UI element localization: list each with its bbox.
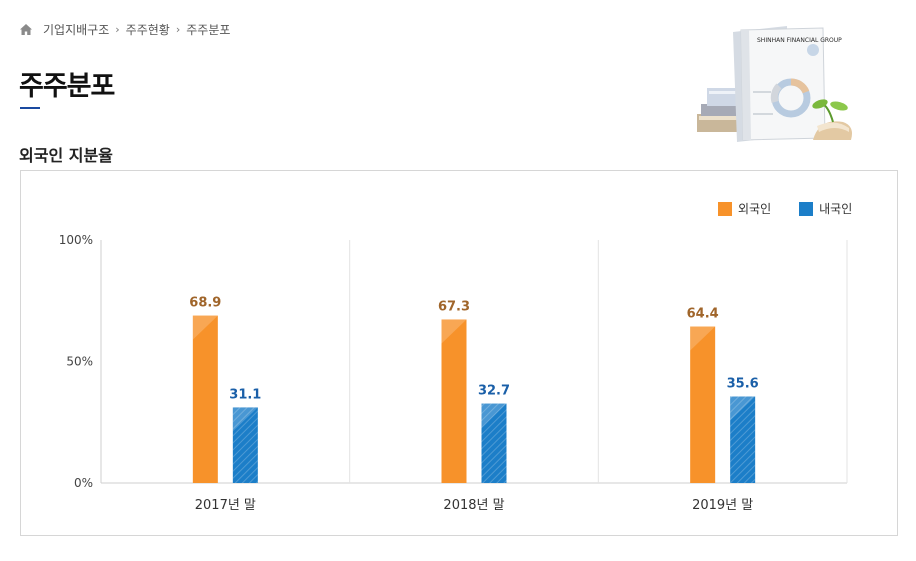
bar-highlight bbox=[481, 403, 507, 428]
breadcrumb-item-distribution[interactable]: 주주분포 bbox=[186, 22, 231, 37]
value-label: 31.1 bbox=[229, 387, 261, 402]
bar-chart: 0% 50% 100% 2017년 말 2018년 말 2019년 말 68.9 67.3 64… bbox=[59, 233, 848, 513]
chevron-right-icon: › bbox=[115, 22, 120, 36]
bar bbox=[192, 315, 218, 483]
chart-legend: 외국인 내국인 bbox=[718, 200, 852, 217]
legend-swatch-domestic bbox=[799, 201, 814, 216]
y-tick-label: 50% bbox=[66, 355, 93, 369]
chart-container bbox=[20, 170, 898, 536]
legend-label-foreign: 외국인 bbox=[738, 202, 772, 216]
bar-highlight bbox=[441, 319, 467, 344]
x-category-label: 2017년 말 bbox=[195, 498, 256, 513]
page-title: 주주분포 bbox=[19, 71, 115, 102]
chart-labels: 0% 50% 100% 2017년 말 2018년 말 2019년 말 68.9 67.3 64… bbox=[59, 233, 759, 513]
bar-highlight bbox=[730, 396, 756, 421]
bar bbox=[441, 319, 467, 483]
breadcrumb-item-shareholders[interactable]: 주주현황 bbox=[125, 22, 170, 37]
section-title: 외국인 지분율 bbox=[19, 146, 113, 165]
breadcrumb-item-governance[interactable]: 기업지배구조 bbox=[43, 22, 110, 37]
bar-highlight bbox=[192, 315, 218, 340]
y-tick-label: 100% bbox=[59, 233, 93, 247]
legend-item-domestic: 내국인 bbox=[799, 200, 852, 217]
home-icon[interactable] bbox=[19, 23, 33, 36]
value-label: 35.6 bbox=[727, 376, 759, 391]
breadcrumb: 기업지배구조 › 주주현황 › 주주분포 bbox=[19, 20, 236, 38]
value-label: 32.7 bbox=[478, 384, 510, 399]
legend-swatch-foreign bbox=[718, 201, 732, 216]
bar-highlight bbox=[690, 326, 716, 351]
bar-hatch bbox=[481, 403, 507, 483]
chart-bars bbox=[192, 315, 756, 483]
report-book-illustration: SHINHAN FINANCIAL GROUP bbox=[697, 26, 852, 142]
value-label: 68.9 bbox=[189, 296, 221, 311]
chevron-right-icon: › bbox=[175, 22, 181, 36]
legend-item-foreign: 외국인 bbox=[718, 200, 771, 217]
value-label: 64.4 bbox=[687, 307, 719, 322]
x-category-label: 2018년 말 bbox=[443, 498, 504, 513]
x-category-label: 2019년 말 bbox=[692, 498, 753, 513]
y-tick-label: 0% bbox=[74, 476, 93, 490]
bar-hatch bbox=[232, 407, 258, 483]
bar bbox=[690, 326, 716, 483]
bar-highlight bbox=[232, 407, 258, 432]
value-label: 67.3 bbox=[438, 299, 470, 314]
illustration-caption: SHINHAN FINANCIAL GROUP bbox=[757, 37, 842, 44]
title-underline bbox=[20, 107, 40, 109]
chart-axes bbox=[100, 240, 848, 484]
legend-label-domestic: 내국인 bbox=[819, 202, 853, 216]
bar-hatch bbox=[730, 396, 756, 483]
